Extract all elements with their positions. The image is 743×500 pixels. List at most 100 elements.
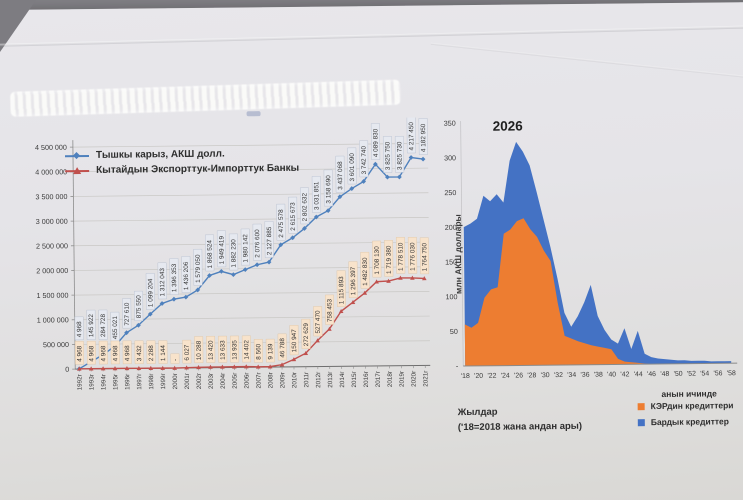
svg-text:150 947: 150 947: [291, 329, 298, 353]
svg-text:2011г: 2011г: [303, 371, 310, 388]
blue-line-marker-icon: [64, 151, 90, 159]
svg-text:1 579 050: 1 579 050: [195, 254, 202, 283]
svg-text:'26: '26: [514, 372, 523, 379]
svg-text:'50: '50: [674, 371, 683, 378]
svg-text:8 560: 8 560: [255, 343, 262, 360]
svg-text:4 968: 4 968: [76, 345, 83, 362]
svg-text:1 868 524: 1 868 524: [207, 240, 214, 269]
x-axis-labels: '18 '20 '22 '24 '26 '28 '30 '32 '34 '36 '38 '40 '42 '…: [461, 370, 736, 380]
areas: [463, 141, 732, 367]
series-labels-1: 4 968 4 968 4 968 4 968 4 968 3 432 2 288 1 144…: [74, 237, 430, 365]
svg-text:1 776 030: 1 776 030: [409, 242, 416, 271]
svg-text:3 742 740: 3 742 740: [361, 146, 368, 175]
svg-text:1 296 397: 1 296 397: [350, 266, 357, 295]
caption-line-1: Жылдар: [457, 406, 498, 419]
svg-text:4 217 450: 4 217 450: [408, 122, 415, 151]
legend-item-china-credits: КЭРдин кредиттери: [600, 400, 740, 411]
svg-text:250: 250: [444, 188, 456, 197]
svg-text:4 968: 4 968: [124, 345, 131, 362]
svg-text:'46: '46: [647, 371, 656, 378]
svg-text:1 980 142: 1 980 142: [242, 234, 249, 263]
svg-text:'52: '52: [687, 371, 696, 378]
svg-text:-: -: [456, 362, 459, 371]
svg-text:'30: '30: [541, 372, 550, 379]
svg-text:1 436 206: 1 436 206: [183, 261, 190, 290]
legend-label-china-eximbank: Кытайдын Экспорттук-Импорттук Банкы: [96, 162, 300, 176]
svg-text:13 420: 13 420: [208, 340, 215, 360]
y-axis-labels: - 50 100 150 200 250 300 350: [444, 119, 459, 371]
right-chart-y-axis-title: млн АКШ доллары: [452, 214, 464, 295]
svg-text:455 021: 455 021: [112, 316, 119, 340]
svg-text:50: 50: [450, 327, 458, 336]
svg-text:14 402: 14 402: [243, 340, 250, 360]
legend-item-all-credits: Бардык кредиттер: [600, 416, 740, 427]
svg-text:'22: '22: [487, 373, 496, 380]
svg-text:1995г: 1995г: [112, 373, 119, 390]
whiteout-scribble: [10, 79, 401, 117]
svg-text:2 802 632: 2 802 632: [301, 193, 308, 222]
caption-line-2: ('18=2018 жана андан ары): [457, 420, 583, 434]
orange-square-icon: [637, 402, 645, 410]
legend-note: анын ичинде: [661, 388, 717, 399]
svg-text:3 825 750: 3 825 750: [384, 141, 391, 170]
svg-text:350: 350: [444, 119, 456, 128]
svg-text:'34: '34: [567, 372, 576, 379]
svg-text:'58: '58: [727, 370, 736, 377]
svg-text:9 139: 9 139: [267, 343, 274, 360]
legend-item-china-eximbank: Кытайдын Экспорттук-Импорттук Банкы: [65, 163, 299, 176]
axes: [460, 121, 738, 367]
svg-text:2009г: 2009г: [279, 371, 286, 388]
svg-text:1997г: 1997г: [136, 373, 143, 390]
svg-text:2 000 000: 2 000 000: [36, 266, 68, 275]
svg-text:'38: '38: [594, 372, 603, 379]
svg-text:2 288: 2 288: [148, 345, 155, 362]
svg-text:2000г: 2000г: [172, 372, 179, 389]
svg-text:875 550: 875 550: [136, 295, 143, 319]
svg-text:'20: '20: [474, 373, 483, 380]
svg-text:13 935: 13 935: [231, 340, 238, 360]
svg-text:'48: '48: [660, 371, 669, 378]
svg-text:727 610: 727 610: [124, 302, 131, 326]
line-chart-svg: 0 500 000 1 000 000 1 500 000 2 000 000 2 500…: [35, 117, 431, 390]
svg-text:1 719 380: 1 719 380: [386, 245, 393, 274]
blue-square-icon: [637, 418, 645, 426]
svg-text:150: 150: [445, 257, 457, 266]
svg-text:1 144: 1 144: [160, 345, 167, 362]
svg-text:2003г: 2003г: [208, 372, 215, 389]
external-debt-line-chart: 0 500 000 1 000 000 1 500 000 2 000 000 2 500…: [27, 117, 435, 421]
svg-text:284 728: 284 728: [100, 313, 107, 337]
svg-text:'18: '18: [461, 373, 470, 380]
svg-text:4 000 000: 4 000 000: [35, 167, 67, 176]
svg-text:46 788: 46 788: [279, 338, 286, 358]
svg-text:2005г: 2005г: [232, 372, 239, 389]
svg-text:13 633: 13 633: [220, 340, 227, 360]
right-chart-x-axis-caption: Жылдар ('18=2018 жана андан ары): [458, 404, 582, 435]
svg-text:4 968: 4 968: [76, 321, 83, 338]
svg-text:-: -: [172, 359, 179, 361]
x-axis-labels: 1992г 1993г 1994г 1995г 1996г 1997г 1998г 1999г…: [76, 365, 430, 390]
svg-text:1992г: 1992г: [76, 373, 83, 390]
svg-text:'54: '54: [700, 370, 709, 377]
svg-text:4 500 000: 4 500 000: [35, 143, 67, 152]
svg-text:300: 300: [444, 153, 456, 162]
red-line-marker-icon: [65, 166, 90, 174]
svg-text:1 708 130: 1 708 130: [374, 246, 381, 275]
svg-text:527 470: 527 470: [315, 310, 322, 334]
svg-text:'56: '56: [713, 370, 722, 377]
svg-text:2008г: 2008г: [267, 371, 274, 388]
svg-text:1 312 043: 1 312 043: [159, 268, 166, 297]
ink-speck: [246, 111, 261, 117]
svg-text:1998г: 1998г: [148, 373, 155, 390]
svg-text:2021г: 2021г: [422, 370, 429, 387]
svg-text:4 968: 4 968: [100, 345, 107, 362]
legend-label-china-credits: КЭРдин кредиттери: [650, 400, 734, 412]
svg-text:'42: '42: [620, 371, 629, 378]
svg-text:2 615 673: 2 615 673: [290, 202, 297, 231]
series-labels-0: 4 968 145 922 284 728 455 021 727 610 875 550…: [74, 117, 428, 342]
svg-text:2 127 885: 2 127 885: [266, 226, 273, 255]
svg-text:1999г: 1999г: [160, 372, 167, 389]
legend-label-total-debt: Тышкы карыз, АКШ долл.: [95, 148, 225, 161]
